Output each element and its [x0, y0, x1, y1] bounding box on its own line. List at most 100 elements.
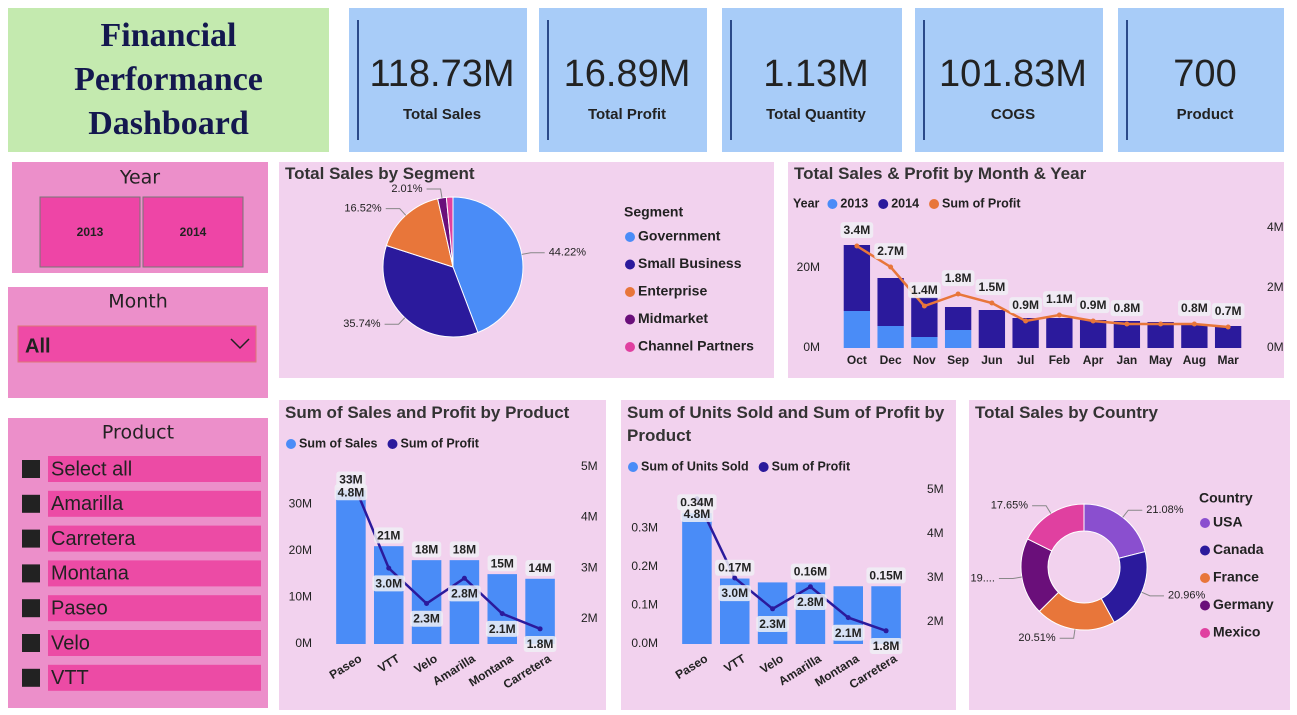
checkbox[interactable]: [22, 564, 40, 583]
x-tick-label: Oct: [847, 353, 867, 367]
product-option[interactable]: Amarilla: [51, 493, 124, 515]
data-label: 1.4M: [911, 283, 938, 297]
legend-swatch: [1200, 573, 1210, 583]
bar: [373, 546, 404, 644]
line-point: [888, 264, 894, 270]
chart-panel: [621, 400, 956, 710]
legend-swatch: [1200, 545, 1210, 556]
legend-label: Sum of Profit: [401, 436, 480, 450]
y2-tick-label: 2M: [1267, 280, 1284, 294]
data-label: 0.16M: [794, 565, 827, 579]
legend-swatch: [1200, 518, 1210, 528]
checkbox[interactable]: [22, 599, 40, 618]
legend-swatch: [929, 199, 940, 209]
bar: [843, 311, 871, 348]
y-tick-label: 0.0M: [631, 636, 658, 650]
kpi-card: [349, 8, 527, 152]
leader-line: [385, 208, 407, 216]
label-box: [866, 567, 906, 584]
data-label: 33M: [339, 472, 362, 486]
year-button[interactable]: [39, 196, 141, 268]
chart-title: Sum of Units Sold and Sum of Profit by P…: [627, 403, 945, 445]
line-point: [1056, 312, 1062, 318]
data-label: 0.9M: [1012, 298, 1039, 312]
x-tick-label: Nov: [913, 353, 936, 367]
slice: [452, 196, 524, 334]
legend-label: Canada: [1213, 541, 1264, 557]
bar: [1079, 320, 1107, 348]
year-button[interactable]: [142, 196, 244, 268]
legend-label: Mexico: [1213, 624, 1260, 640]
slice: [1026, 503, 1085, 552]
year-option[interactable]: 2013: [77, 225, 104, 239]
checkbox[interactable]: [22, 668, 40, 687]
line-point: [1124, 321, 1130, 327]
y-tick-label: 0.3M: [631, 521, 658, 535]
leader-line: [1059, 629, 1076, 639]
label-box: [975, 279, 1009, 296]
label-box: [1009, 297, 1042, 314]
product-option[interactable]: Velo: [51, 632, 90, 654]
product-item[interactable]: [48, 664, 261, 691]
label-box: [485, 620, 519, 637]
month-selected[interactable]: All: [25, 335, 51, 357]
label-box: [718, 585, 752, 602]
data-label: 1.8M: [527, 637, 554, 651]
legend-swatch: [625, 232, 635, 242]
data-label: 35.74%: [343, 318, 381, 330]
checkbox[interactable]: [22, 634, 40, 652]
data-label: 0.8M: [1114, 301, 1141, 315]
kpi-card: [722, 8, 902, 152]
year-option[interactable]: 2014: [180, 225, 207, 239]
data-label: 19....: [970, 572, 994, 584]
data-label: 2.1M: [835, 626, 862, 640]
kpi-label: Total Quantity: [766, 106, 866, 123]
product-option[interactable]: Select all: [51, 458, 132, 480]
line-point: [1023, 318, 1029, 324]
chart-title: Sum of Sales and Profit by Product: [285, 403, 570, 422]
bar: [944, 330, 972, 348]
product-item[interactable]: [48, 595, 261, 622]
data-label: 1.8M: [945, 271, 972, 285]
product-item[interactable]: [48, 560, 261, 587]
label-box: [523, 636, 557, 653]
leader-line: [1141, 591, 1164, 597]
data-label: 16.52%: [344, 203, 382, 215]
product-item[interactable]: [48, 630, 261, 656]
label-box: [1110, 300, 1144, 317]
bar: [877, 278, 904, 326]
x-tick-label: Feb: [1049, 353, 1070, 367]
y2-tick-label: 2M: [927, 614, 944, 628]
kpi-label: COGS: [991, 106, 1035, 123]
legend-label: France: [1213, 569, 1259, 585]
product-option[interactable]: Montana: [51, 563, 130, 585]
product-option[interactable]: Carretera: [51, 528, 136, 550]
checkbox[interactable]: [22, 460, 40, 478]
data-label: 1.1M: [1046, 292, 1073, 306]
bar: [911, 337, 938, 348]
y2-tick-label: 0M: [1267, 340, 1284, 354]
checkbox[interactable]: [22, 494, 40, 513]
line-point: [807, 584, 813, 590]
product-item[interactable]: [48, 525, 261, 552]
data-label: 0.7M: [1215, 304, 1242, 318]
y-tick-label: 30M: [289, 496, 312, 510]
label-box: [411, 541, 442, 558]
line-point: [854, 243, 860, 249]
chart-panel: [279, 400, 606, 710]
month-dropdown[interactable]: [17, 325, 257, 363]
product-option[interactable]: VTT: [51, 667, 89, 689]
label-box: [874, 243, 907, 260]
product-option[interactable]: Paseo: [51, 597, 108, 619]
x-tick-label: Mar: [1217, 353, 1239, 367]
product-item[interactable]: [48, 456, 261, 482]
y-tick-label: 20M: [797, 260, 820, 274]
data-label: 0.15M: [869, 568, 902, 582]
data-label: 18M: [453, 542, 476, 556]
product-item[interactable]: [48, 490, 261, 517]
legend-swatch: [625, 342, 635, 352]
checkbox[interactable]: [22, 529, 40, 548]
chart-panel: [279, 162, 774, 378]
kpi-value: 1.13M: [763, 53, 869, 95]
x-tick-label: May: [1149, 353, 1173, 367]
